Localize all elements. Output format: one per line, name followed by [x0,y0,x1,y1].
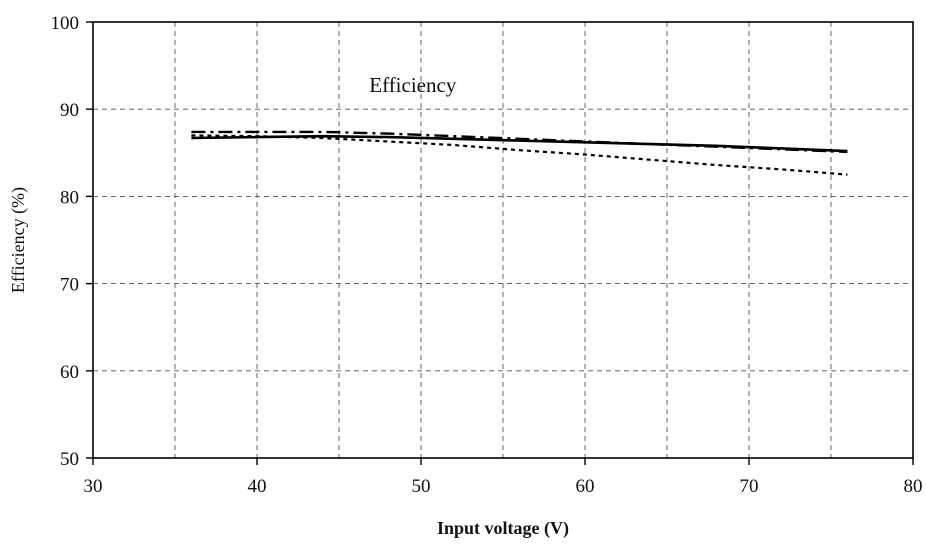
plot-frame [92,21,914,459]
x-tick-label: 50 [412,476,431,497]
series-line-dotted [191,134,848,176]
x-tick-label: 60 [576,476,595,497]
y-axis-title: Efficiency (%) [8,187,29,293]
x-tick-labels: 30 40 50 60 70 80 [84,476,923,497]
chart-annotation: Efficiency [369,73,457,97]
y-tick-label: 70 [60,275,79,296]
x-tick-label: 80 [904,476,923,497]
grid-lines [93,22,913,458]
y-tick-label: 100 [51,13,80,34]
series-lines [191,130,848,176]
x-tick-label: 70 [740,476,759,497]
series-line-dashdot [191,130,848,154]
x-tick-label: 30 [84,476,103,497]
y-tick-label: 60 [60,362,79,383]
x-tick-label: 40 [248,476,267,497]
tick-marks [86,21,914,465]
x-axis-title: Input voltage (V) [437,518,569,539]
y-tick-label: 80 [60,187,79,208]
y-tick-label: 90 [60,100,79,121]
y-tick-label: 50 [60,449,79,470]
y-tick-labels: 50 60 70 80 90 100 [51,13,80,470]
